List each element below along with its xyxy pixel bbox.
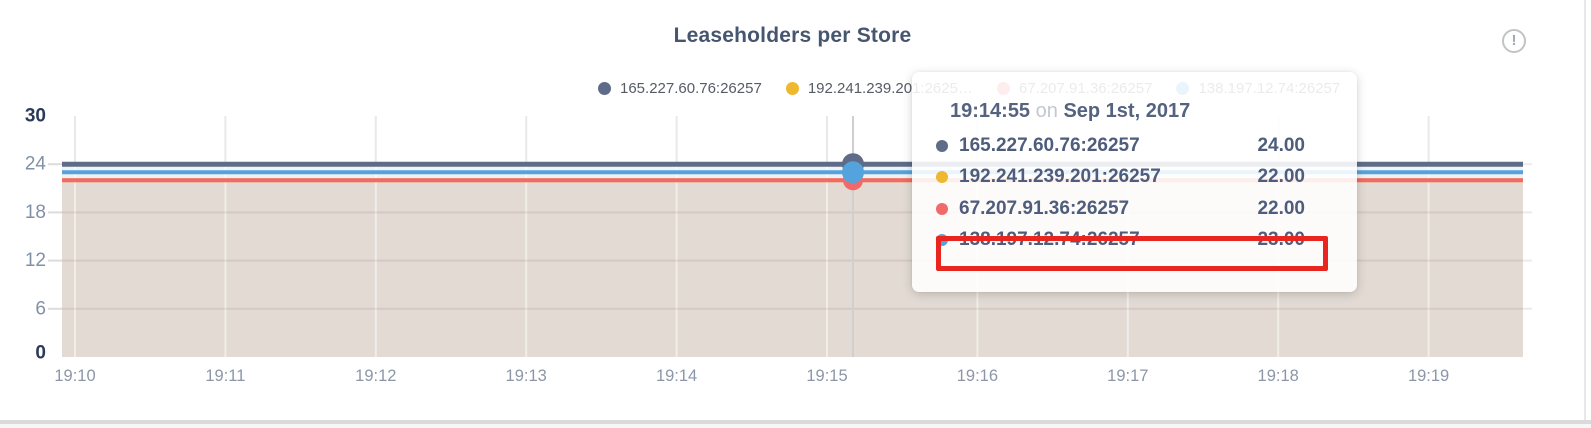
- tooltip-series-value: 22.00: [1257, 197, 1305, 219]
- svg-text:19:16: 19:16: [957, 367, 998, 385]
- tooltip-series-name: 165.227.60.76:26257: [959, 134, 1140, 156]
- info-icon[interactable]: !: [1502, 29, 1526, 53]
- panel-bottom-divider: [0, 420, 1591, 424]
- tooltip-row-0: 165.227.60.76:26257 24.00: [936, 130, 1305, 162]
- svg-text:30: 30: [25, 106, 46, 127]
- tooltip-date: Sep 1st, 2017: [1063, 100, 1191, 122]
- y-axis-labels: 0 6 12 18 24 30: [25, 106, 47, 364]
- svg-text:6: 6: [35, 298, 46, 319]
- svg-text:0: 0: [35, 343, 46, 364]
- x-axis-labels: 19:10 19:11 19:12 19:13 19:14 19:15 19:16 19:17…: [54, 367, 1449, 385]
- legend-series-dot-icon: [598, 82, 611, 95]
- tooltip-series-name: 138.197.12.74:26257: [959, 229, 1140, 251]
- tooltip-series-name: 192.241.239.201:26257: [959, 166, 1161, 188]
- svg-text:19:19: 19:19: [1408, 367, 1449, 385]
- svg-text:19:13: 19:13: [506, 367, 547, 385]
- panel-right-border: [1584, 0, 1586, 420]
- tooltip-series-dot-icon: [936, 234, 948, 247]
- svg-text:19:15: 19:15: [806, 367, 847, 385]
- tooltip-series-dot-icon: [936, 202, 948, 215]
- svg-text:12: 12: [25, 250, 46, 271]
- svg-text:19:12: 19:12: [355, 367, 396, 385]
- tooltip-row-2: 67.207.91.36:26257 22.00: [936, 193, 1305, 225]
- legend-item-0[interactable]: 165.227.60.76:26257: [598, 80, 762, 97]
- tooltip-timestamp: 19:14:55 on Sep 1st, 2017: [950, 100, 1357, 123]
- tooltip-row-3-highlighted: 138.197.12.74:26257 23.00: [936, 225, 1305, 257]
- tooltip-series-value: 24.00: [1257, 134, 1305, 156]
- hover-tooltip: 19:14:55 on Sep 1st, 2017 165.227.60.76:…: [912, 72, 1357, 292]
- svg-text:18: 18: [25, 202, 46, 223]
- legend-series-dot-icon: [785, 82, 799, 95]
- svg-text:24: 24: [25, 154, 47, 175]
- tooltip-series-name: 67.207.91.36:26257: [959, 197, 1130, 219]
- tooltip-series-value: 23.00: [1257, 229, 1305, 251]
- svg-text:19:10: 19:10: [54, 367, 95, 385]
- svg-text:19:17: 19:17: [1107, 367, 1148, 385]
- svg-text:19:18: 19:18: [1258, 367, 1299, 385]
- vertical-gridlines: [74, 116, 1430, 357]
- tooltip-series-value: 22.00: [1257, 166, 1305, 188]
- tooltip-conjunction: on: [1035, 100, 1058, 122]
- tooltip-series-dot-icon: [936, 139, 948, 152]
- tooltip-series-list: 165.227.60.76:26257 24.00 192.241.239.201:…: [936, 130, 1305, 256]
- hover-markers: [842, 153, 864, 191]
- page-title: Leaseholders per Store: [673, 24, 912, 47]
- tooltip-row-1: 192.241.239.201:26257 22.00: [936, 162, 1305, 194]
- tooltip-time: 19:14:55: [950, 100, 1031, 122]
- hover-marker-3: [842, 161, 864, 184]
- svg-text:19:14: 19:14: [656, 367, 697, 385]
- legend-series-label: 165.227.60.76:26257: [620, 80, 762, 97]
- tooltip-series-dot-icon: [936, 171, 948, 184]
- svg-text:19:11: 19:11: [205, 367, 245, 385]
- panel-bottom-background: [0, 424, 1591, 428]
